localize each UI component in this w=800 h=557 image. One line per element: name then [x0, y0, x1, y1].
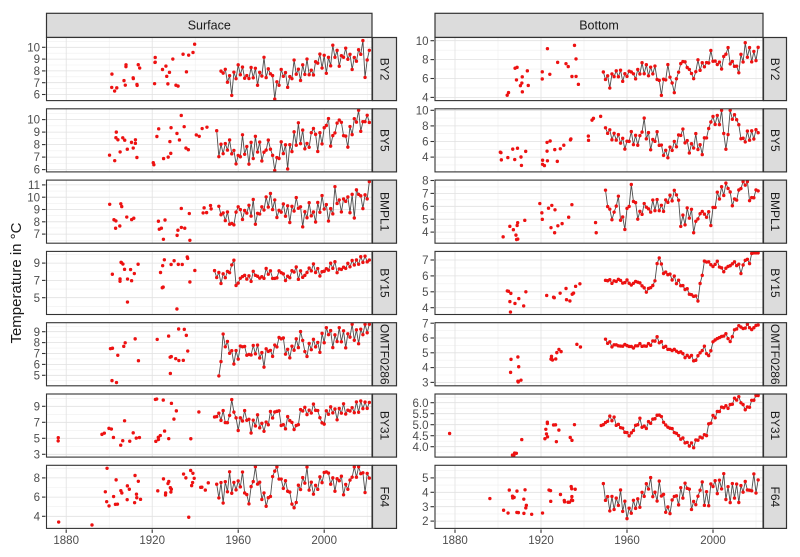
svg-text:Temperature in °C: Temperature in °C: [8, 222, 25, 343]
svg-text:1880: 1880: [442, 535, 468, 547]
svg-text:OMTF0286: OMTF0286: [768, 324, 782, 385]
svg-text:8: 8: [422, 176, 428, 188]
svg-text:6: 6: [422, 271, 428, 283]
svg-text:BY5: BY5: [768, 129, 782, 152]
svg-text:7: 7: [34, 276, 40, 288]
svg-text:6.0: 6.0: [413, 398, 429, 410]
svg-text:5: 5: [34, 370, 40, 382]
svg-text:6: 6: [34, 90, 40, 102]
svg-text:7: 7: [34, 417, 40, 429]
svg-text:4: 4: [422, 303, 429, 315]
svg-text:2000: 2000: [311, 535, 337, 547]
svg-text:4.0: 4.0: [413, 442, 429, 454]
svg-text:BMPL1: BMPL1: [377, 192, 391, 232]
svg-text:3: 3: [34, 449, 40, 461]
svg-text:3: 3: [422, 502, 428, 514]
svg-text:6: 6: [422, 333, 428, 345]
svg-text:8: 8: [34, 473, 40, 485]
svg-text:4: 4: [34, 511, 41, 523]
svg-text:11: 11: [28, 180, 40, 192]
svg-text:1920: 1920: [528, 535, 554, 547]
svg-text:7: 7: [34, 152, 40, 164]
svg-text:Surface: Surface: [188, 19, 231, 33]
svg-text:4.5: 4.5: [413, 431, 429, 443]
svg-text:4: 4: [422, 93, 429, 105]
svg-text:5: 5: [422, 348, 428, 360]
svg-text:5: 5: [422, 473, 428, 485]
svg-text:10: 10: [416, 105, 429, 117]
svg-text:2000: 2000: [700, 535, 726, 547]
svg-text:10: 10: [27, 42, 40, 54]
svg-text:9: 9: [34, 401, 40, 413]
svg-text:10: 10: [416, 36, 429, 48]
svg-text:1960: 1960: [614, 535, 640, 547]
svg-text:7: 7: [422, 318, 428, 330]
svg-text:4: 4: [422, 227, 429, 239]
svg-text:1960: 1960: [225, 535, 251, 547]
svg-text:6: 6: [34, 492, 40, 504]
svg-text:1880: 1880: [53, 535, 79, 547]
svg-text:8: 8: [34, 66, 40, 78]
svg-text:7: 7: [422, 255, 428, 267]
svg-text:9: 9: [34, 127, 40, 139]
svg-text:6: 6: [34, 165, 40, 177]
svg-text:9: 9: [34, 327, 40, 339]
svg-text:5: 5: [34, 433, 40, 445]
svg-text:7: 7: [422, 189, 428, 201]
svg-text:9: 9: [34, 258, 40, 270]
svg-text:8: 8: [34, 217, 40, 229]
svg-text:10: 10: [27, 192, 40, 204]
svg-text:2: 2: [422, 516, 428, 528]
svg-text:8: 8: [34, 140, 40, 152]
svg-text:8: 8: [422, 121, 428, 133]
svg-text:BY5: BY5: [377, 129, 391, 152]
svg-text:7: 7: [34, 229, 40, 241]
svg-text:1920: 1920: [139, 535, 165, 547]
svg-text:5: 5: [34, 293, 40, 305]
svg-text:6: 6: [34, 360, 40, 372]
svg-text:BMPL1: BMPL1: [768, 192, 782, 232]
svg-text:5.0: 5.0: [413, 420, 429, 432]
svg-text:7: 7: [34, 78, 40, 90]
svg-text:F64: F64: [377, 487, 391, 508]
svg-text:5: 5: [422, 287, 428, 299]
svg-text:7: 7: [34, 349, 40, 361]
svg-text:BY2: BY2: [768, 58, 782, 81]
svg-text:F64: F64: [768, 487, 782, 508]
svg-text:BY15: BY15: [768, 268, 782, 298]
svg-text:5.5: 5.5: [413, 409, 429, 421]
svg-text:Bottom: Bottom: [579, 19, 619, 33]
svg-text:9: 9: [34, 205, 40, 217]
svg-text:BY15: BY15: [377, 268, 391, 298]
svg-text:9: 9: [34, 54, 40, 66]
svg-text:6: 6: [422, 201, 428, 213]
svg-text:6: 6: [422, 74, 428, 86]
svg-text:BY31: BY31: [768, 411, 782, 441]
svg-text:4: 4: [422, 487, 429, 499]
svg-text:8: 8: [422, 55, 428, 67]
svg-text:BY31: BY31: [377, 411, 391, 441]
svg-text:5: 5: [422, 214, 428, 226]
svg-text:6: 6: [422, 137, 428, 149]
svg-text:OMTF0286: OMTF0286: [377, 324, 391, 385]
svg-text:4: 4: [422, 152, 429, 164]
svg-text:BY2: BY2: [377, 58, 391, 81]
svg-text:3: 3: [422, 378, 428, 390]
svg-text:4: 4: [422, 363, 429, 375]
svg-text:10: 10: [27, 115, 40, 127]
svg-text:8: 8: [34, 338, 40, 350]
